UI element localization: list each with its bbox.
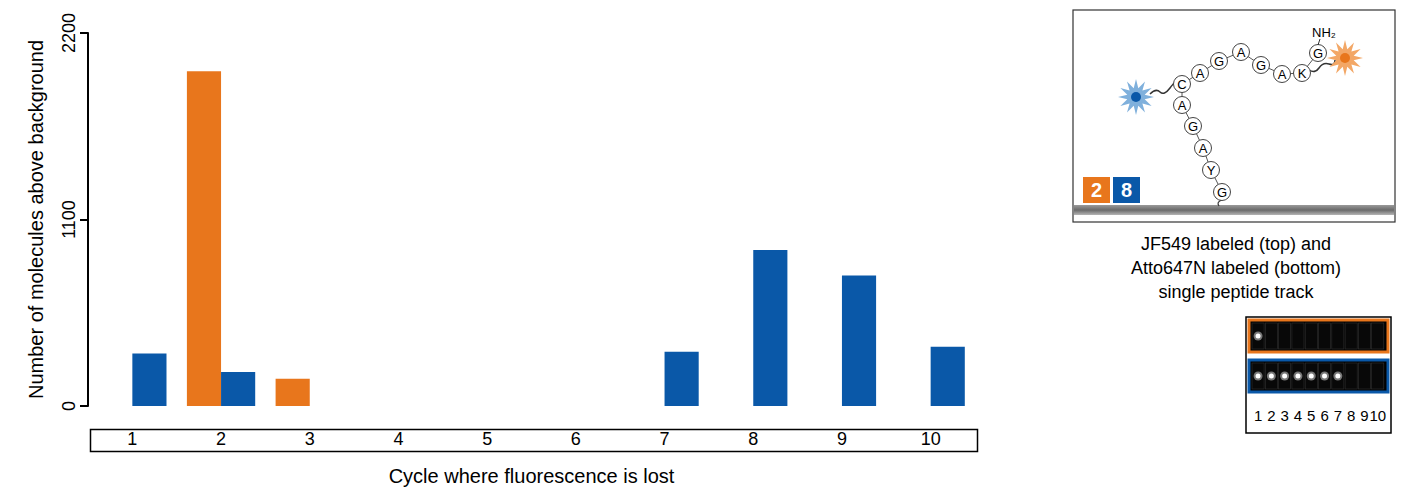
svg-text:single peptide track: single peptide track bbox=[1158, 282, 1314, 302]
svg-text:A: A bbox=[1278, 67, 1287, 82]
svg-text:4: 4 bbox=[393, 429, 403, 449]
svg-text:A: A bbox=[1199, 141, 1208, 156]
svg-text:9: 9 bbox=[837, 429, 847, 449]
svg-text:9: 9 bbox=[1360, 407, 1368, 424]
svg-text:JF549 labeled (top) and: JF549 labeled (top) and bbox=[1141, 234, 1331, 254]
svg-text:1: 1 bbox=[127, 429, 137, 449]
svg-text:4: 4 bbox=[1294, 407, 1302, 424]
svg-text:8: 8 bbox=[1121, 179, 1132, 201]
svg-text:8: 8 bbox=[1347, 407, 1355, 424]
svg-text:1: 1 bbox=[1254, 407, 1262, 424]
svg-text:7: 7 bbox=[1334, 407, 1342, 424]
svg-text:G: G bbox=[1188, 119, 1198, 134]
svg-text:Number of molecules above back: Number of molecules above background bbox=[25, 40, 47, 399]
svg-text:C: C bbox=[1177, 77, 1186, 92]
svg-text:Cycle where fluorescence is lo: Cycle where fluorescence is lost bbox=[389, 465, 675, 487]
svg-text:Y: Y bbox=[1207, 163, 1216, 178]
svg-text:5: 5 bbox=[482, 429, 492, 449]
svg-text:3: 3 bbox=[1280, 407, 1288, 424]
svg-text:10: 10 bbox=[921, 429, 941, 449]
svg-text:A: A bbox=[1178, 98, 1187, 113]
svg-text:7: 7 bbox=[660, 429, 670, 449]
svg-text:A: A bbox=[1237, 45, 1246, 60]
svg-text:2: 2 bbox=[216, 429, 226, 449]
svg-text:6: 6 bbox=[571, 429, 581, 449]
svg-text:8: 8 bbox=[748, 429, 758, 449]
svg-text:G: G bbox=[1256, 58, 1266, 73]
svg-text:2: 2 bbox=[1091, 179, 1102, 201]
svg-text:G: G bbox=[1313, 46, 1323, 61]
svg-text:A: A bbox=[1196, 66, 1205, 81]
svg-text:10: 10 bbox=[1369, 407, 1386, 424]
svg-text:Atto647N labeled (bottom): Atto647N labeled (bottom) bbox=[1131, 258, 1341, 278]
svg-text:3: 3 bbox=[305, 429, 315, 449]
svg-text:G: G bbox=[1214, 54, 1224, 69]
svg-text:0: 0 bbox=[59, 401, 79, 411]
svg-text:6: 6 bbox=[1320, 407, 1328, 424]
svg-text:G: G bbox=[1217, 185, 1227, 200]
svg-text:5: 5 bbox=[1307, 407, 1315, 424]
svg-text:2200: 2200 bbox=[59, 13, 79, 53]
svg-text:2: 2 bbox=[1267, 407, 1275, 424]
svg-text:K: K bbox=[1298, 66, 1307, 81]
svg-text:NH₂: NH₂ bbox=[1312, 25, 1336, 40]
svg-text:1100: 1100 bbox=[59, 200, 79, 239]
